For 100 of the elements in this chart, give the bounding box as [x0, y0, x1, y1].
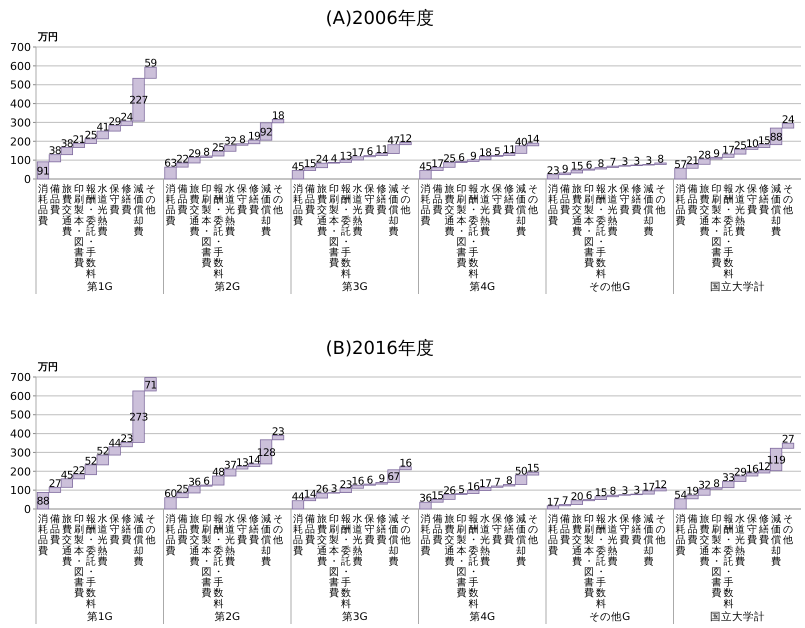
y-tick-label: 500	[10, 78, 31, 92]
x-tick-label: 減価償却費	[644, 513, 654, 568]
data-label: 33	[722, 472, 734, 484]
y-tick-label: 600	[10, 60, 31, 73]
x-tick-label: その他	[783, 184, 794, 216]
category-label: 報酬・委託・手数料	[213, 514, 224, 610]
data-label: 15	[304, 158, 316, 170]
data-label: 92	[260, 126, 272, 138]
x-tick-label: 減価償却費	[388, 513, 399, 568]
data-label: 12	[758, 461, 770, 474]
category-label: 報酬・委託・手数料	[596, 184, 606, 280]
data-label: 4	[330, 152, 338, 165]
data-label: 8	[657, 153, 664, 166]
data-label: 88	[36, 496, 50, 508]
data-label: 45	[419, 161, 432, 174]
x-tick-label: 修繕費	[758, 184, 770, 216]
x-tick-label: 印刷製本・図書費	[584, 183, 594, 270]
x-tick-label: 水道光熱費	[98, 183, 108, 238]
x-axis-title: 第4G	[469, 611, 496, 623]
category-label: 報酬・委託・手数料	[468, 184, 478, 280]
x-tick-label: 減価償却費	[261, 183, 272, 238]
x-tick-label: 水道光熱費	[735, 183, 746, 238]
data-label: 13	[236, 457, 248, 470]
x-tick-label: 旅費交通費	[699, 183, 710, 238]
data-label: 18	[479, 146, 492, 159]
x-tick-label: 修繕費	[120, 514, 132, 546]
data-label: 5	[494, 146, 500, 158]
x-tick-label: 保守費	[364, 514, 375, 546]
x-tick-label: 保守費	[364, 184, 375, 216]
x-tick-label: 印刷製本・図書費	[74, 513, 84, 600]
x-tick-label: 旅費交通費	[316, 513, 327, 568]
data-label: 20	[570, 491, 584, 504]
data-label: 29	[734, 466, 746, 478]
x-tick-label: 旅費交通費	[316, 183, 327, 238]
x-tick-label: 旅費交通費	[444, 513, 454, 568]
chart-title: (B)2016年度	[326, 338, 434, 359]
data-label: 44	[292, 491, 305, 504]
x-tick-label: 消耗品費	[292, 183, 303, 227]
x-tick-label: 減価償却費	[771, 183, 782, 238]
data-label: 12	[654, 479, 667, 492]
data-label: 36	[419, 492, 432, 505]
data-label: 15	[758, 135, 770, 148]
x-tick-label: その他	[400, 514, 411, 546]
data-label: 7	[610, 156, 616, 169]
chart-title: (A)2006年度	[326, 8, 434, 29]
y-axis-title: 万円	[37, 32, 58, 43]
x-tick-label: 消耗品費	[548, 513, 558, 557]
data-label: 26	[316, 484, 329, 496]
data-label: 16	[746, 463, 760, 476]
data-label: 8	[598, 158, 604, 170]
x-tick-label: 消耗品費	[548, 183, 558, 227]
x-axis-title: 第1G	[86, 281, 113, 293]
data-label: 9	[562, 163, 568, 176]
x-tick-label: その他	[656, 184, 666, 216]
data-label: 29	[188, 148, 201, 160]
x-tick-label: 保守費	[492, 514, 502, 546]
x-axis-title: 第3G	[342, 611, 368, 623]
data-label: 11	[502, 144, 516, 156]
x-tick-label: 備品費	[432, 514, 442, 546]
data-label: 26	[443, 484, 456, 497]
x-axis-title: 第4G	[469, 281, 496, 293]
data-label: 9	[378, 472, 385, 485]
data-label: 19	[248, 130, 260, 143]
x-tick-label: 消耗品費	[420, 183, 430, 227]
data-label: 16	[399, 457, 413, 470]
x-tick-label: 減価償却費	[771, 513, 782, 568]
data-label: 8	[239, 134, 246, 146]
x-axis-title: 国立大学計	[710, 280, 765, 293]
data-label: 9	[713, 148, 720, 160]
x-tick-label: 水道光熱費	[225, 513, 236, 568]
x-tick-label: 備品費	[177, 184, 188, 216]
data-label: 32	[224, 136, 236, 148]
data-label: 5	[458, 484, 464, 496]
x-tick-label: 備品費	[560, 184, 570, 216]
data-label: 8	[610, 486, 616, 498]
data-label: 23	[546, 165, 560, 178]
category-label: 報酬・委託・手数料	[213, 184, 224, 280]
x-tick-label: 修繕費	[503, 184, 514, 216]
data-label: 29	[108, 116, 121, 128]
data-label: 88	[770, 131, 782, 144]
data-label: 54	[674, 489, 688, 502]
data-label: 7	[562, 494, 568, 507]
x-tick-label: 保守費	[110, 514, 120, 546]
data-label: 3	[645, 154, 652, 167]
x-tick-label: 消耗品費	[165, 513, 176, 557]
x-tick-label: 保守費	[747, 514, 758, 546]
x-tick-label: 保守費	[747, 184, 758, 216]
x-tick-label: 減価償却費	[516, 183, 526, 238]
data-label: 8	[203, 146, 210, 158]
y-tick-label: 500	[10, 408, 31, 422]
x-tick-label: 保守費	[110, 184, 120, 216]
x-tick-label: 消耗品費	[675, 183, 686, 227]
x-tick-label: 消耗品費	[420, 513, 430, 557]
data-label: 6	[366, 146, 374, 158]
data-label: 25	[212, 142, 224, 154]
x-tick-label: その他	[656, 514, 666, 546]
x-tick-label: 印刷製本・図書費	[201, 183, 212, 270]
x-tick-label: 修繕費	[120, 184, 132, 216]
data-label: 17	[546, 496, 560, 508]
x-tick-label: 修繕費	[630, 514, 642, 546]
